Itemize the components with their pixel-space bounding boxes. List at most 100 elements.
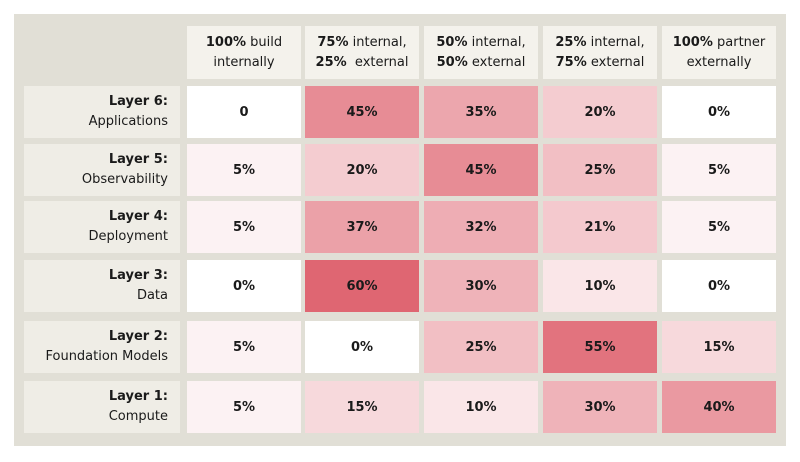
cell-value-label: 0% [707, 278, 731, 294]
cell-value-label: 20% [584, 104, 616, 120]
column-header-text: externally [686, 54, 752, 70]
row-header-sublabel: Deployment [88, 229, 168, 244]
heatmap-cell: 45% [424, 144, 538, 196]
heatmap-cell: 45% [305, 86, 419, 138]
column-header: 75% internal, 25% external [305, 26, 419, 79]
row-header: Layer 3: Data [24, 260, 180, 312]
heatmap-cell: 30% [543, 381, 657, 433]
heatmap-cell: 0% [187, 260, 301, 312]
column-header-line2: internally [213, 53, 274, 73]
cell-value-label: 0% [232, 278, 256, 294]
cell-value-label: 35% [465, 104, 497, 120]
column-header-text: external [586, 54, 645, 70]
column-header-text: internal, [348, 34, 407, 50]
cell-value-label: 15% [703, 339, 735, 355]
heatmap-cell: 5% [662, 201, 776, 253]
column-header-text: internally [213, 54, 275, 70]
heatmap-cell: 21% [543, 201, 657, 253]
column-header-bold: 25% [315, 54, 347, 70]
column-header: 100% partner externally [662, 26, 776, 79]
cell-value-label: 25% [584, 162, 616, 178]
cell-value-label: 30% [465, 278, 497, 294]
heatmap-cell: 15% [662, 321, 776, 373]
column-header-bold: 100% [672, 34, 713, 50]
column-header-bold: 100% [205, 34, 247, 50]
row-header: Layer 5: Observability [24, 144, 180, 196]
heatmap-cell: 0% [305, 321, 419, 373]
cell-value-label: 0 [239, 104, 249, 120]
cell-value-label: 5% [232, 399, 256, 415]
column-header-text: internal, [467, 34, 526, 50]
row-header-label: Layer 4: [108, 209, 168, 224]
column-header-line1: 100% partner [673, 33, 766, 53]
row-header: Layer 4: Deployment [24, 201, 180, 253]
column-header-line2: 50% external [437, 53, 526, 73]
column-header-bold: 25% [555, 34, 587, 50]
column-header-bold: 50% [436, 54, 468, 70]
column-header-text: internal, [586, 34, 645, 50]
column-header: 50% internal, 50% external [424, 26, 538, 79]
row-header: Layer 6: Applications [24, 86, 180, 138]
heatmap-cell: 10% [424, 381, 538, 433]
cell-value-label: 5% [707, 162, 731, 178]
heatmap-cell: 10% [543, 260, 657, 312]
heatmap-cell: 20% [305, 144, 419, 196]
heatmap-cell: 60% [305, 260, 419, 312]
column-header-line1: 75% internal, [317, 33, 406, 53]
heatmap-cell: 0% [662, 86, 776, 138]
column-header: 100% build internally [187, 26, 301, 79]
row-header-label: Layer 1: [108, 389, 168, 404]
cell-value-label: 55% [584, 339, 616, 355]
cell-value-label: 40% [703, 399, 735, 415]
row-header-label: Layer 3: [108, 268, 168, 283]
column-header-line1: 50% internal, [436, 33, 525, 53]
row-header-label: Layer 6: [108, 94, 168, 109]
heatmap-cell: 25% [543, 144, 657, 196]
cell-value-label: 32% [465, 219, 497, 235]
row-header-label: Layer 5: [108, 152, 168, 167]
heatmap-cell: 32% [424, 201, 538, 253]
heatmap-cell: 37% [305, 201, 419, 253]
cell-value-label: 25% [465, 339, 497, 355]
cell-value-label: 5% [232, 339, 256, 355]
cell-value-label: 30% [584, 399, 616, 415]
cell-value-label: 60% [346, 278, 378, 294]
cell-value-label: 0% [707, 104, 731, 120]
heatmap-cell: 30% [424, 260, 538, 312]
row-header: Layer 1: Compute [24, 381, 180, 433]
heatmap-cell: 5% [187, 201, 301, 253]
row-header-sublabel: Data [136, 288, 168, 303]
row-header-sublabel: Observability [81, 172, 168, 187]
column-header-bold: 75% [555, 54, 587, 70]
column-header-line1: 100% build [206, 33, 282, 53]
column-header-text: external [467, 54, 526, 70]
column-header-text: external [346, 54, 409, 70]
heatmap-cell: 15% [305, 381, 419, 433]
row-header-sublabel: Compute [108, 409, 168, 424]
cell-value-label: 20% [346, 162, 378, 178]
heatmap-cell: 25% [424, 321, 538, 373]
column-header-line2: 25% external [316, 53, 409, 73]
column-header-line1: 25% internal, [555, 33, 644, 53]
cell-value-label: 45% [465, 162, 497, 178]
cell-value-label: 45% [346, 104, 378, 120]
cell-value-label: 5% [232, 219, 256, 235]
heatmap-cell: 40% [662, 381, 776, 433]
cell-value-label: 5% [707, 219, 731, 235]
row-header-sublabel: Foundation Models [45, 349, 168, 364]
row-header-sublabel: Applications [88, 114, 168, 129]
heatmap-cell: 0 [187, 86, 301, 138]
column-header-line2: externally [687, 53, 752, 73]
column-header-line2: 75% external [556, 53, 645, 73]
row-header-label: Layer 2: [108, 329, 168, 344]
column-header-text: build [246, 34, 283, 50]
heatmap-cell: 5% [662, 144, 776, 196]
column-header-text: partner [712, 34, 766, 50]
column-header: 25% internal, 75% external [543, 26, 657, 79]
column-header-bold: 50% [436, 34, 468, 50]
heatmap-cell: 0% [662, 260, 776, 312]
heatmap-cell: 55% [543, 321, 657, 373]
heatmap-cell: 35% [424, 86, 538, 138]
cell-value-label: 21% [584, 219, 616, 235]
heatmap-cell: 5% [187, 381, 301, 433]
